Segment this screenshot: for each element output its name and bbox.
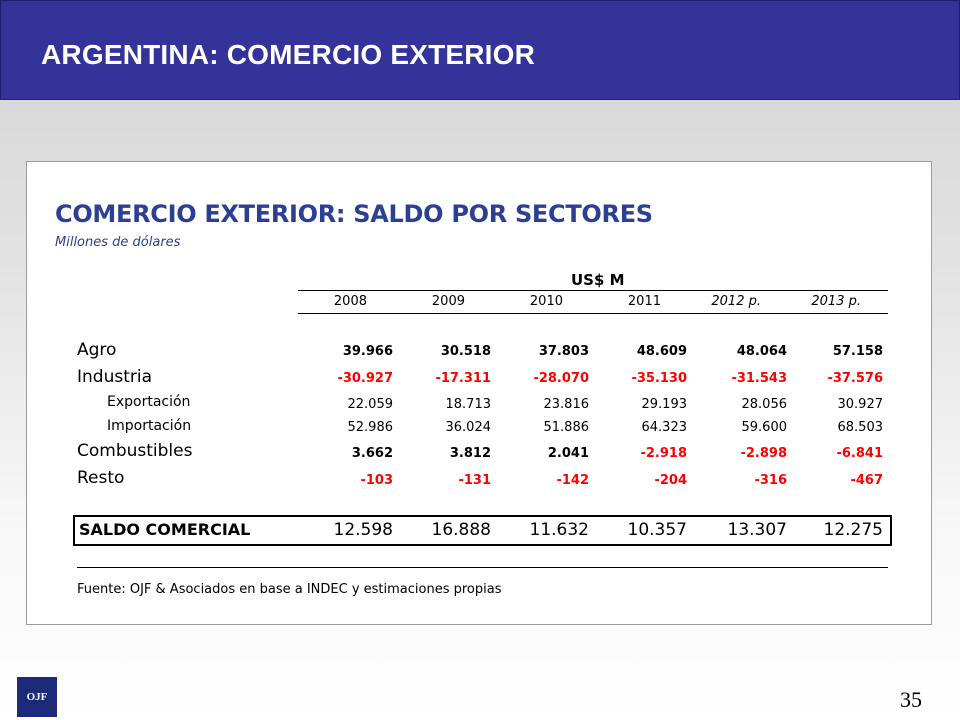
unit-label: US$ M — [571, 271, 625, 289]
table-cell: -31.543 — [731, 371, 787, 386]
logo-text: OJF — [26, 691, 48, 703]
table-cell: -30.927 — [337, 371, 393, 386]
table-cell: 28.056 — [741, 397, 788, 412]
table-cell: 30.927 — [837, 397, 884, 412]
total-cell: 12.598 — [333, 520, 393, 540]
header-top-rule — [298, 290, 888, 291]
table-cell: 57.158 — [832, 344, 883, 359]
page-number: 35 — [900, 687, 922, 712]
table-cell: -103 — [360, 473, 393, 488]
table-panel: COMERCIO EXTERIOR: SALDO POR SECTORES Mi… — [26, 161, 932, 625]
year-header: 2011 — [627, 294, 661, 309]
total-cell: 10.357 — [627, 520, 687, 540]
table-cell: -142 — [556, 473, 589, 488]
table-cell: 48.609 — [636, 344, 687, 359]
table-cell: 30.518 — [440, 344, 491, 359]
saldo-comercial-label: SALDO COMERCIAL — [79, 520, 251, 539]
total-cell: 11.632 — [529, 520, 589, 540]
total-cell: 13.307 — [727, 520, 787, 540]
table-cell: 36.024 — [445, 420, 492, 435]
row-label-importacion: Importación — [107, 418, 192, 434]
row-label-resto: Resto — [77, 468, 125, 488]
table-cell: -28.070 — [533, 371, 589, 386]
table-cell: -2.918 — [640, 446, 687, 461]
table-cell: 23.816 — [543, 397, 590, 412]
table-cell: 59.600 — [741, 420, 788, 435]
total-cell: 12.275 — [823, 520, 883, 540]
table-cell: -17.311 — [435, 371, 491, 386]
row-label-agro: Agro — [77, 340, 117, 360]
table-cell: -6.841 — [836, 446, 883, 461]
table-cell: -204 — [654, 473, 687, 488]
year-header-projected: 2013 p. — [811, 294, 861, 309]
ojf-logo: OJF — [17, 677, 57, 717]
slide-title: ARGENTINA: COMERCIO EXTERIOR — [41, 39, 536, 70]
table-cell: 68.503 — [837, 420, 884, 435]
table-cell: 18.713 — [445, 397, 492, 412]
year-header: 2010 — [529, 294, 563, 309]
row-label-exportacion: Exportación — [107, 394, 191, 410]
header-bar: ARGENTINA: COMERCIO EXTERIOR — [0, 0, 960, 100]
table-cell: 22.059 — [347, 397, 394, 412]
table-cell: 48.064 — [736, 344, 787, 359]
table-subtitle: Millones de dólares — [55, 235, 181, 250]
row-label-combustibles: Combustibles — [77, 441, 193, 461]
year-header: 2008 — [333, 294, 367, 309]
table-cell: 3.662 — [351, 446, 393, 461]
table-cell: -2.898 — [740, 446, 787, 461]
table-cell: 29.193 — [641, 397, 688, 412]
table-cell: 39.966 — [342, 344, 393, 359]
table-cell: -37.576 — [827, 371, 883, 386]
table-cell: -35.130 — [631, 371, 687, 386]
saldo-comercial-row: SALDO COMERCIAL 12.598 16.888 11.632 10.… — [73, 515, 892, 546]
source-note: Fuente: OJF & Asociados en base a INDEC … — [77, 582, 502, 597]
table-cell: -316 — [754, 473, 787, 488]
table-cell: 51.886 — [543, 420, 590, 435]
year-header: 2009 — [431, 294, 465, 309]
total-cell: 16.888 — [431, 520, 491, 540]
table-cell: 2.041 — [547, 446, 589, 461]
source-rule — [77, 567, 888, 568]
table-cell: 64.323 — [641, 420, 688, 435]
table-cell: 52.986 — [347, 420, 394, 435]
header-bottom-rule — [298, 313, 888, 314]
table-cell: 3.812 — [449, 446, 491, 461]
row-label-industria: Industria — [77, 367, 153, 387]
year-header-projected: 2012 p. — [711, 294, 761, 309]
table-cell: -467 — [850, 473, 883, 488]
table-title: COMERCIO EXTERIOR: SALDO POR SECTORES — [55, 200, 653, 228]
table-cell: -131 — [458, 473, 491, 488]
table-cell: 37.803 — [538, 344, 589, 359]
